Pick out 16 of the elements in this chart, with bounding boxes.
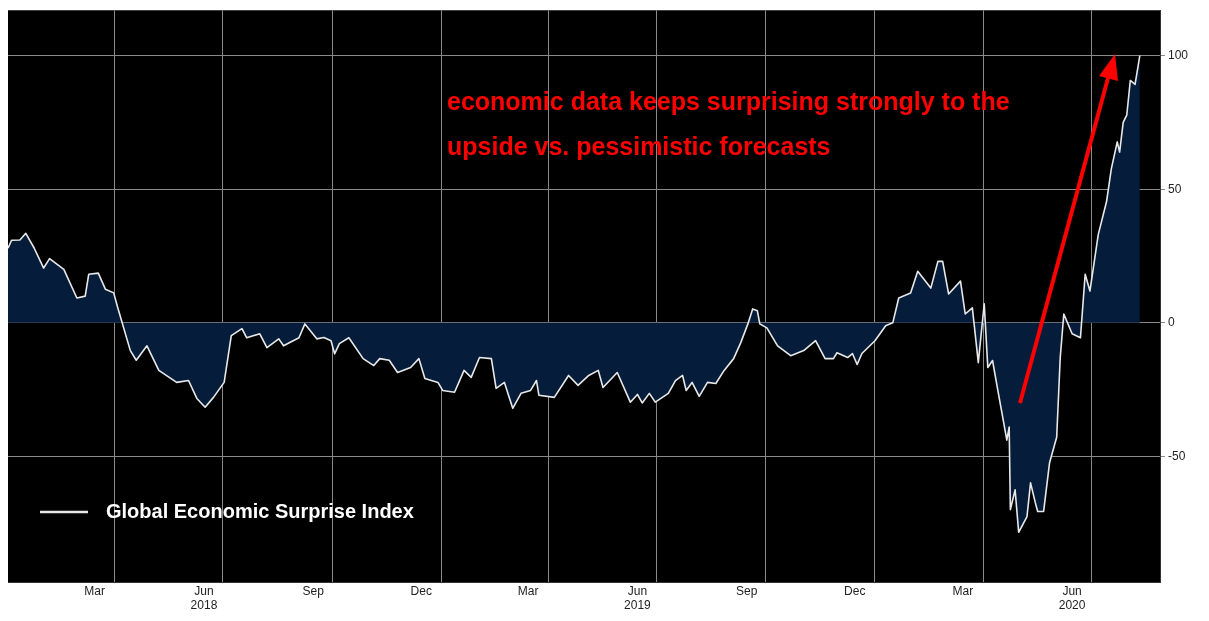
x-tick-label: Mar bbox=[84, 583, 106, 598]
y-tick-label: -50 bbox=[1168, 448, 1186, 463]
x-tick-label: Jun 2018 bbox=[190, 583, 218, 612]
annotation: economic data keeps surprising strongly to the upside vs. pessimistic forecasts bbox=[447, 87, 1010, 160]
x-tick-label: Jun 2019 bbox=[624, 583, 652, 612]
x-tick-label: Dec bbox=[410, 583, 432, 598]
legend-label: Global Economic Surprise Index bbox=[106, 499, 414, 522]
x-tick-label: Sep bbox=[302, 583, 325, 598]
x-tick-label: Mar bbox=[952, 583, 974, 598]
x-tick-label: Mar bbox=[517, 583, 539, 598]
x-tick-label: Jun 2020 bbox=[1058, 583, 1086, 612]
x-tick-label: Sep bbox=[736, 583, 758, 598]
y-tick-label: 50 bbox=[1168, 181, 1182, 196]
x-tick-label: Dec bbox=[844, 583, 866, 598]
y-tick-label: 0 bbox=[1168, 315, 1175, 330]
y-tick-label: 100 bbox=[1168, 47, 1189, 62]
